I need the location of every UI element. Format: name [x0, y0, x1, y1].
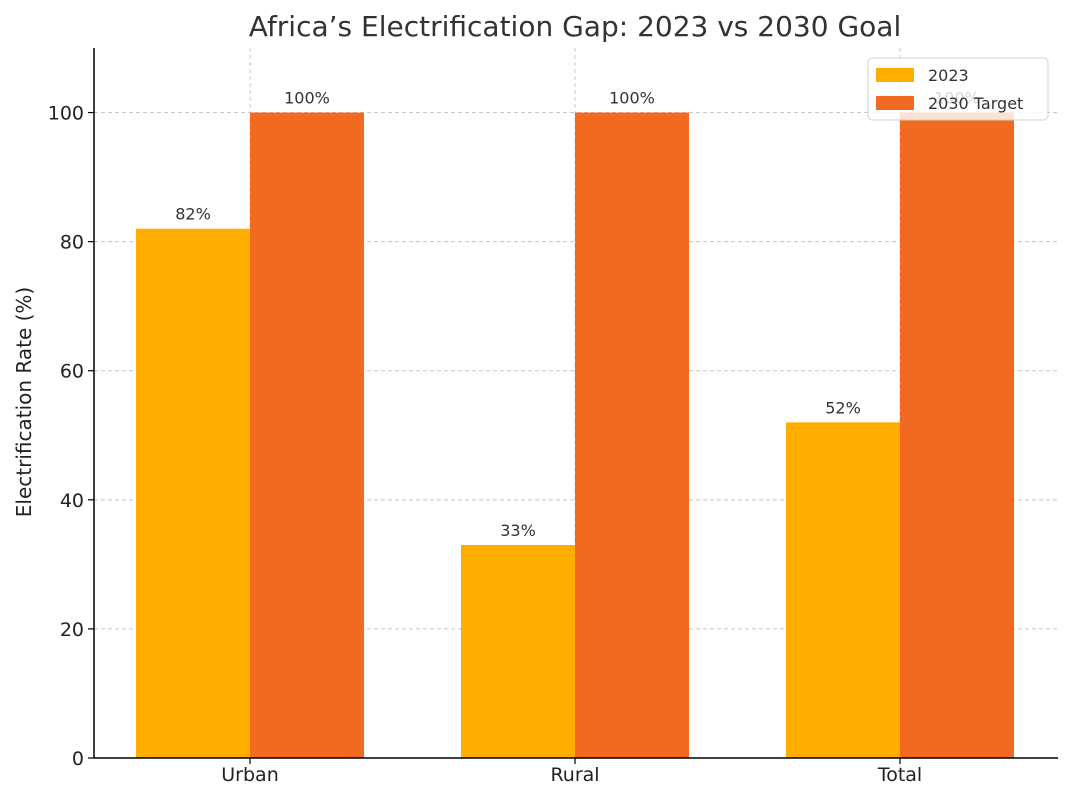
bars	[136, 112, 1014, 758]
x-tick-label: Urban	[221, 764, 278, 786]
y-tick-label: 100	[48, 103, 84, 125]
legend-swatch	[876, 68, 914, 82]
x-tick-label: Rural	[550, 764, 599, 786]
data-label: 52%	[825, 398, 861, 417]
legend-label: 2030 Target	[928, 94, 1023, 113]
bar-2023-total	[786, 422, 900, 758]
y-tick-label: 20	[60, 619, 84, 641]
bar-2030-target-rural	[575, 112, 689, 758]
y-tick-label: 40	[60, 490, 84, 512]
chart-title: Africa’s Electrification Gap: 2023 vs 20…	[249, 10, 901, 43]
axes: 0 20 40 60 80 100 Urban Rural Total	[48, 48, 1058, 786]
bar-2030-target-urban	[250, 112, 364, 758]
x-tick-label: Total	[877, 764, 922, 786]
y-tick-label: 80	[60, 232, 84, 254]
legend: 2023 2030 Target	[867, 57, 1049, 121]
y-tick-label: 0	[72, 748, 84, 770]
bar-2030-target-total	[900, 112, 1014, 758]
data-label: 33%	[500, 521, 536, 540]
data-label: 100%	[609, 89, 655, 108]
bar-2023-urban	[136, 228, 250, 758]
y-tick-label: 60	[60, 361, 84, 383]
y-axis-label: Electrification Rate (%)	[12, 287, 36, 517]
bar-2023-rural	[461, 545, 575, 758]
legend-swatch	[876, 96, 914, 110]
data-label: 100%	[284, 89, 330, 108]
legend-label: 2023	[928, 66, 969, 85]
data-label: 82%	[175, 205, 211, 224]
